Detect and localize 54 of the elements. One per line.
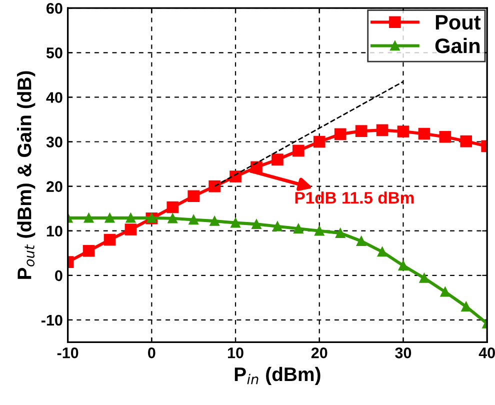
point: [439, 130, 452, 143]
point: [208, 180, 220, 192]
point: [252, 219, 262, 230]
point: [461, 302, 471, 312]
point: [126, 213, 136, 223]
point: [230, 218, 240, 228]
x-axis-title: P$_{in}$ (dBm): [234, 366, 320, 386]
x-tick-label: 40: [478, 347, 495, 358]
point: [210, 216, 220, 226]
y-axis-title: P$_{out}$ (dBm) & Gain (dB): [17, 71, 36, 279]
point: [188, 214, 198, 225]
point: [397, 126, 410, 138]
x-tick-label: 0: [148, 347, 156, 358]
point: [124, 224, 137, 236]
y-tick-label: 0: [55, 270, 62, 282]
legend-label: Gain: [435, 38, 480, 54]
point: [419, 273, 430, 283]
point: [188, 190, 200, 202]
point: [355, 125, 368, 137]
point: [168, 214, 178, 224]
y-tick-label: 20: [46, 181, 62, 192]
point: [460, 135, 472, 148]
x-tick-label: 20: [311, 347, 328, 358]
point: [294, 224, 304, 234]
point: [82, 244, 95, 257]
point: [376, 124, 388, 136]
y-tick-label: 60: [46, 2, 62, 14]
point: [314, 226, 324, 236]
y-tick-label: 40: [46, 92, 62, 103]
y-tick-label: 50: [46, 48, 62, 58]
legend-label: Pout: [436, 15, 481, 30]
point: [313, 136, 326, 148]
point: [335, 228, 346, 238]
point: [356, 236, 366, 246]
point: [334, 128, 346, 140]
y-tick-label: 10: [46, 226, 62, 237]
y-tick-label: 30: [46, 136, 62, 148]
point: [272, 222, 282, 232]
point: [166, 201, 179, 214]
point: [377, 246, 388, 257]
point: [398, 260, 408, 270]
point: [440, 287, 450, 297]
point: [230, 170, 242, 182]
point: [272, 154, 284, 166]
point: [104, 234, 116, 246]
point: [84, 213, 94, 223]
point: [292, 144, 304, 157]
x-tick-label: 30: [395, 347, 412, 358]
y-tick-label: -10: [41, 314, 62, 326]
x-tick-label: -10: [57, 347, 78, 358]
point: [418, 128, 430, 140]
x-tick-label: 10: [228, 347, 244, 358]
point: [104, 213, 115, 223]
annotation: P1dB 11.5 dBm: [295, 191, 414, 204]
